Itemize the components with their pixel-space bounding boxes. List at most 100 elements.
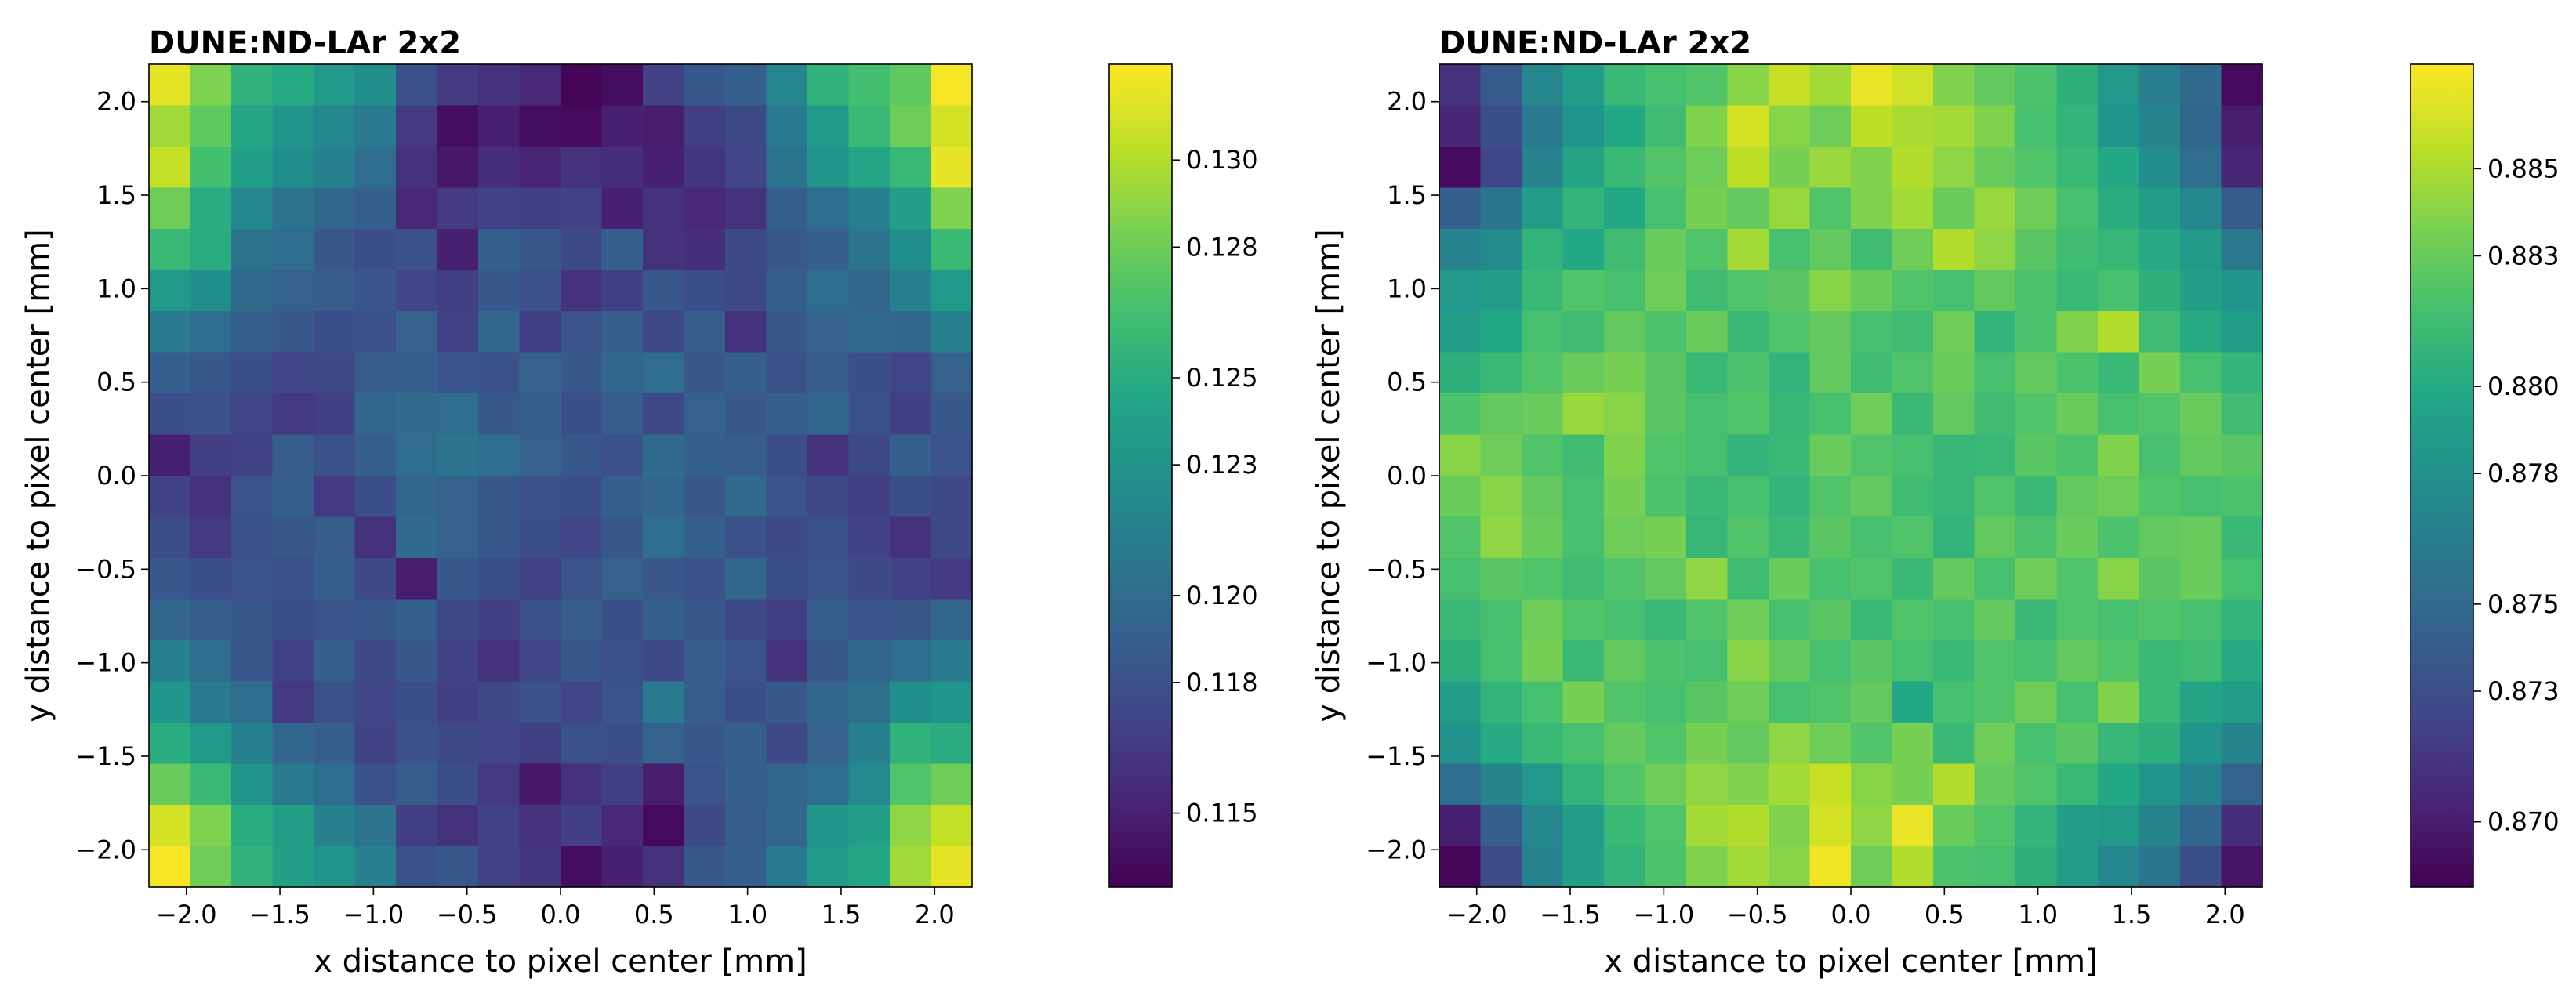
heatmap-cell — [1809, 640, 1852, 683]
heatmap-cell — [437, 229, 479, 271]
heatmap-cell — [314, 229, 356, 271]
heatmap-cell — [931, 434, 973, 476]
heatmap-cell — [848, 229, 891, 271]
x-tick-label: −2.0 — [1446, 900, 1508, 929]
heatmap-cell — [725, 187, 767, 230]
heatmap-cell — [1522, 640, 1564, 683]
heatmap-cell — [1727, 311, 1769, 353]
heatmap-cell — [1686, 105, 1729, 147]
heatmap-cell — [1727, 846, 1769, 888]
heatmap-cell — [519, 558, 561, 600]
heatmap-cell — [1439, 311, 1482, 353]
heatmap-cell — [1892, 434, 1934, 476]
heatmap-cell — [272, 516, 314, 559]
heatmap-cell — [890, 393, 932, 436]
heatmap-cell — [1769, 516, 1811, 559]
heatmap-cell — [766, 352, 808, 394]
heatmap-cell — [2056, 311, 2099, 353]
heatmap-cell — [1522, 558, 1564, 600]
heatmap-cell — [1439, 763, 1482, 806]
right-colorbar — [2410, 63, 2474, 888]
heatmap-cell — [807, 516, 850, 559]
heatmap-cell — [149, 846, 191, 888]
heatmap-cell — [1562, 393, 1605, 436]
heatmap-cell — [2180, 434, 2222, 476]
heatmap-cell — [1562, 599, 1605, 641]
heatmap-cell — [149, 640, 191, 683]
heatmap-cell — [478, 805, 521, 847]
colorbar-tick-label: 0.878 — [2487, 458, 2560, 488]
heatmap-cell — [149, 723, 191, 765]
heatmap-cell — [1851, 311, 1893, 353]
heatmap-cell — [1933, 476, 1976, 518]
heatmap-cell — [1933, 393, 1976, 436]
heatmap-cell — [314, 270, 356, 312]
heatmap-cell — [231, 476, 274, 518]
heatmap-cell — [684, 846, 726, 888]
heatmap-cell — [890, 187, 932, 230]
heatmap-cell — [890, 681, 932, 723]
heatmap-cell — [1892, 516, 1934, 559]
heatmap-cell — [2221, 476, 2263, 518]
heatmap-cell — [1604, 640, 1646, 683]
heatmap-cell — [561, 763, 603, 806]
heatmap-cell — [890, 763, 932, 806]
heatmap-cell — [1480, 476, 1522, 518]
heatmap-cell — [1809, 393, 1852, 436]
heatmap-cell — [848, 270, 891, 312]
heatmap-cell — [807, 599, 850, 641]
heatmap-cell — [437, 805, 479, 847]
heatmap-cell — [149, 434, 191, 476]
heatmap-cell — [1562, 476, 1605, 518]
heatmap-cell — [2221, 187, 2263, 230]
heatmap-cell — [561, 393, 603, 436]
heatmap-cell — [890, 476, 932, 518]
heatmap-cell — [519, 105, 561, 147]
heatmap-cell — [601, 393, 644, 436]
heatmap-cell — [766, 311, 808, 353]
heatmap-cell — [190, 476, 232, 518]
heatmap-cell — [601, 311, 644, 353]
heatmap-cell — [848, 681, 891, 723]
heatmap-cell — [2056, 393, 2099, 436]
heatmap-cell — [1809, 763, 1852, 806]
heatmap-cell — [1933, 640, 1976, 683]
heatmap-cell — [848, 393, 891, 436]
heatmap-cell — [272, 599, 314, 641]
heatmap-cell — [2139, 187, 2181, 230]
heatmap-cell — [1727, 393, 1769, 436]
y-tick-label: −2.0 — [1366, 835, 1427, 864]
heatmap-cell — [561, 229, 603, 271]
heatmap-cell — [396, 393, 438, 436]
heatmap-cell — [1892, 640, 1934, 683]
heatmap-cell — [2139, 434, 2181, 476]
heatmap-cell — [1604, 476, 1646, 518]
heatmap-cell — [396, 147, 438, 189]
heatmap-cell — [1686, 516, 1729, 559]
heatmap-cell — [2139, 229, 2181, 271]
heatmap-cell — [1522, 434, 1564, 476]
heatmap-cell — [2180, 640, 2222, 683]
heatmap-cell — [1851, 147, 1893, 189]
heatmap-cell — [190, 64, 232, 107]
heatmap-cell — [231, 805, 274, 847]
heatmap-cell — [1851, 516, 1893, 559]
heatmap-cell — [2098, 763, 2140, 806]
heatmap-cell — [1974, 763, 2016, 806]
heatmap-cell — [354, 64, 397, 107]
heatmap-cell — [1851, 599, 1893, 641]
heatmap-cell — [231, 723, 274, 765]
heatmap-cell — [561, 434, 603, 476]
heatmap-cell — [725, 476, 767, 518]
heatmap-cell — [1686, 147, 1729, 189]
heatmap-cell — [684, 763, 726, 806]
heatmap-cell — [1522, 476, 1564, 518]
heatmap-cell — [149, 805, 191, 847]
heatmap-cell — [314, 311, 356, 353]
heatmap-cell — [2015, 763, 2058, 806]
heatmap-cell — [1974, 434, 2016, 476]
heatmap-cell — [396, 187, 438, 230]
heatmap-cell — [601, 723, 644, 765]
heatmap-cell — [1686, 763, 1729, 806]
heatmap-cell — [643, 270, 685, 312]
